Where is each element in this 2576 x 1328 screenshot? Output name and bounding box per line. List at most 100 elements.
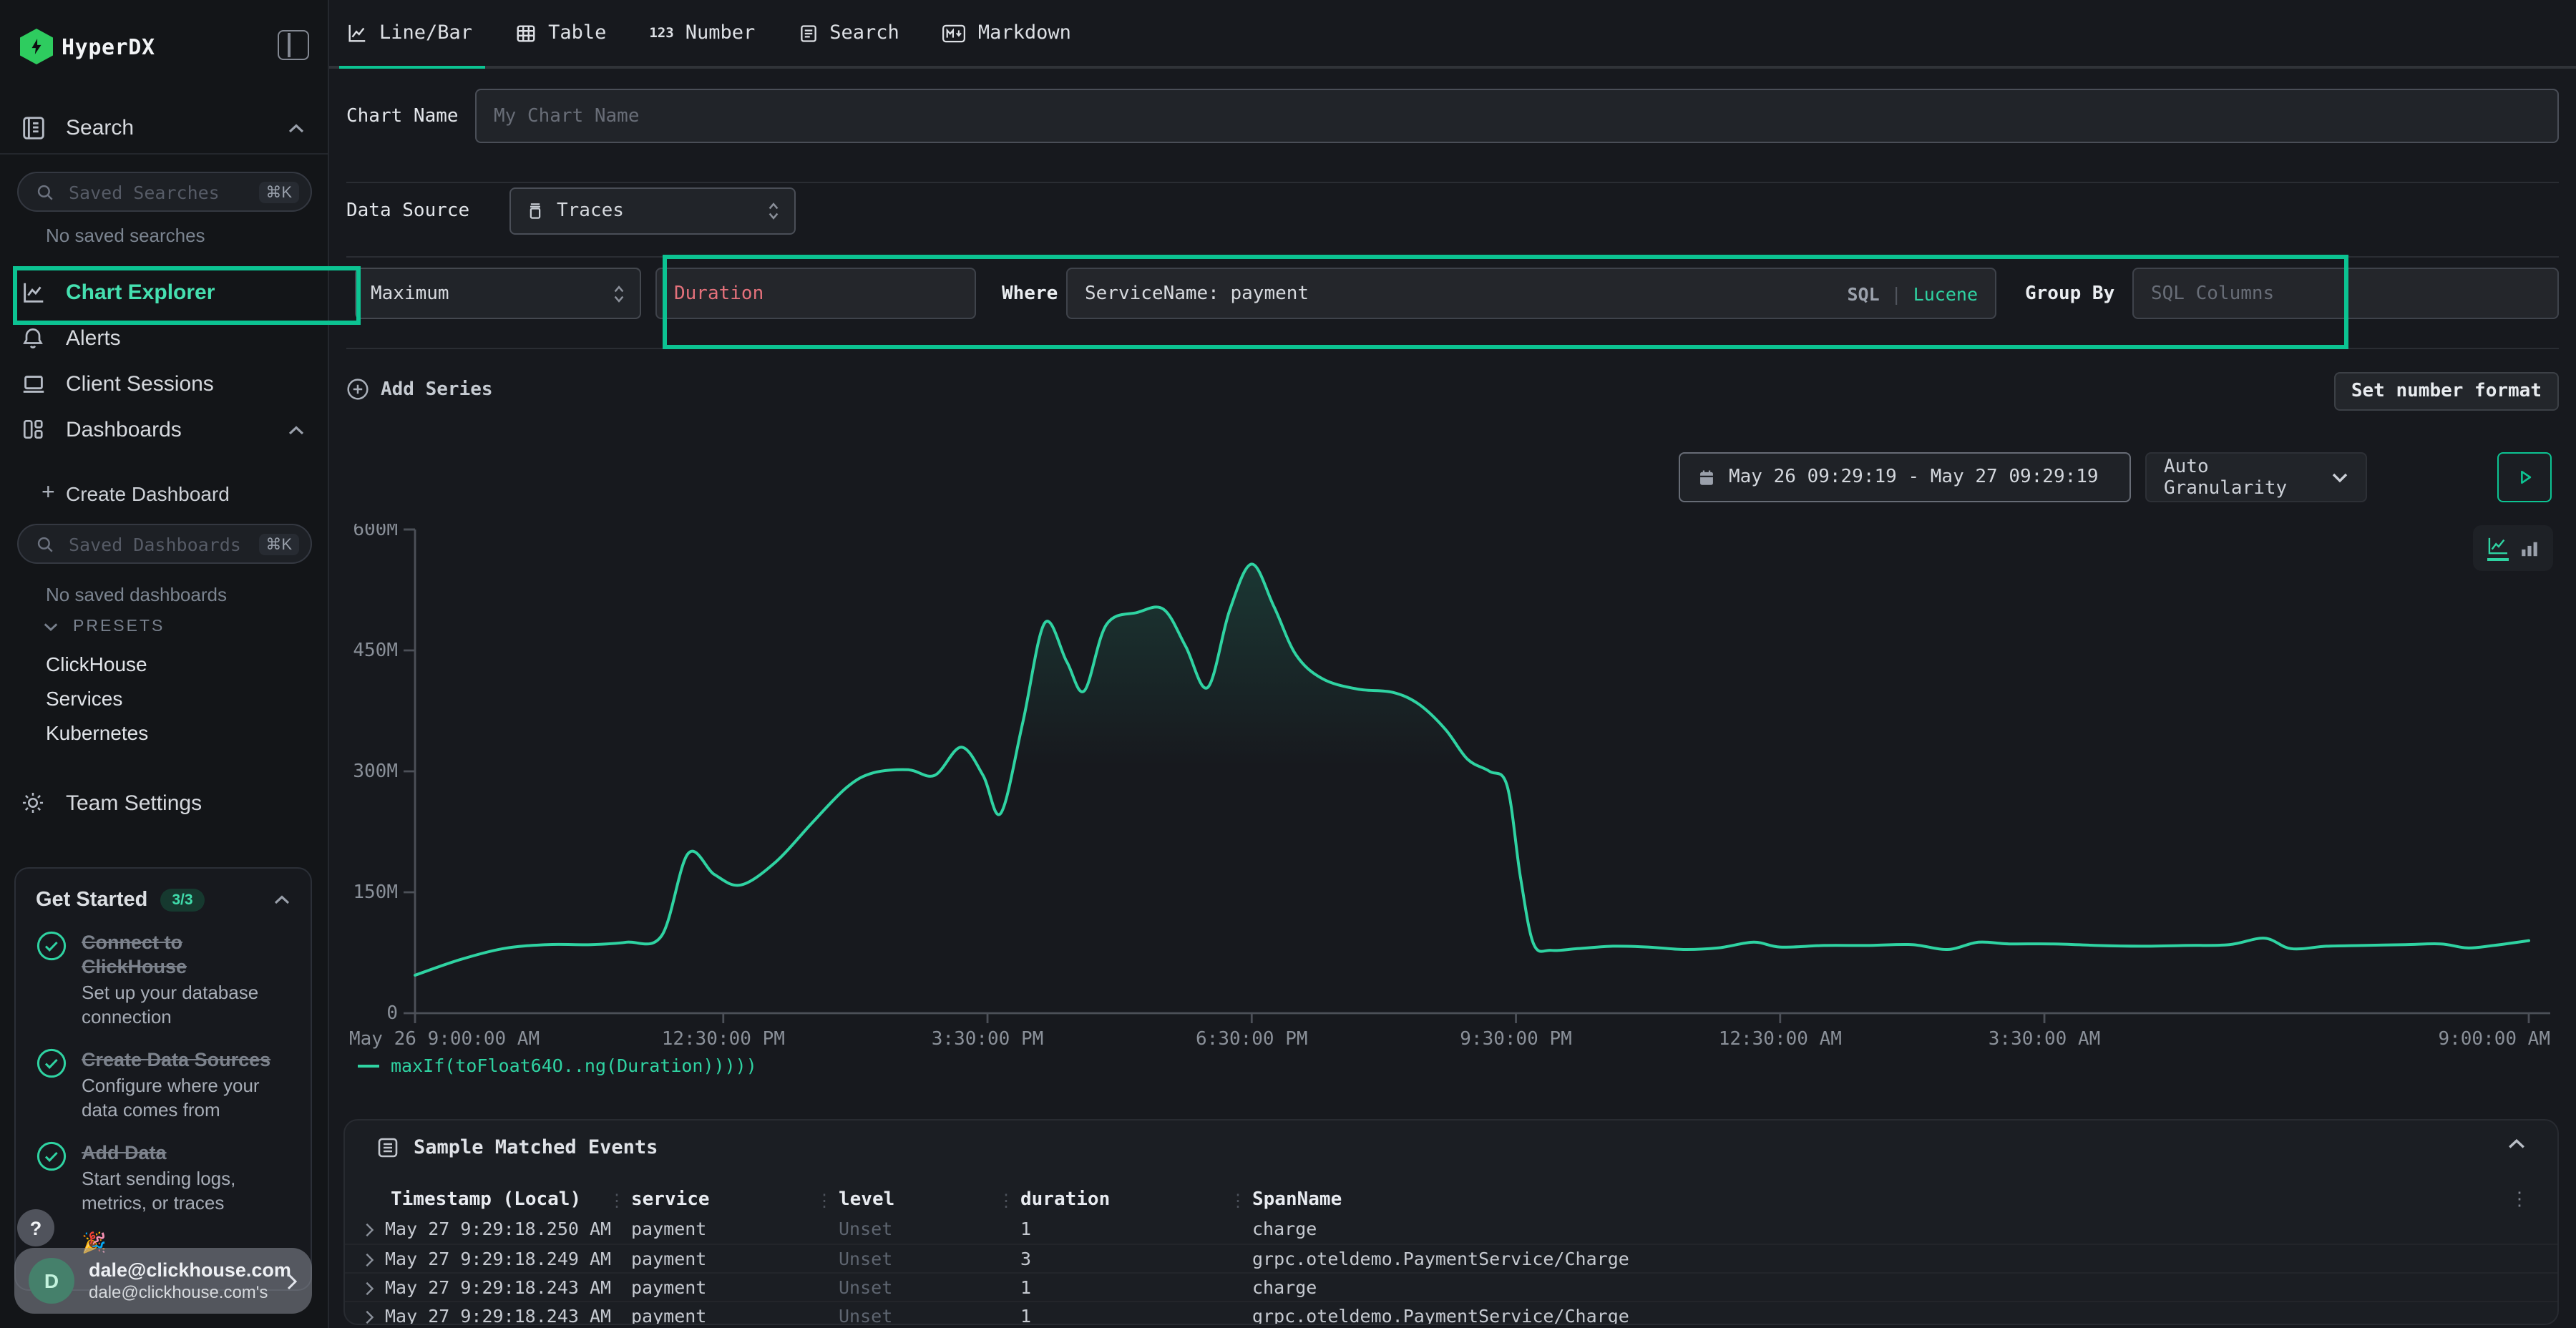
column-drag-handle-icon[interactable]: ⋮ (997, 1191, 1015, 1211)
sidebar-item-kubernetes[interactable]: Kubernetes (46, 721, 148, 744)
table-row[interactable]: May 27 9:29:18.249 AM payment Unset 3 gr… (345, 1244, 2557, 1272)
laptop-icon (20, 371, 47, 398)
check-circle-icon (36, 1141, 67, 1215)
group-by-input[interactable] (2132, 268, 2559, 319)
main-content: Line/Bar Table 123 Number Search (329, 0, 2576, 1328)
chevron-down-icon (43, 621, 59, 633)
get-started-item-subtitle: Configure where your data comes from (82, 1073, 291, 1122)
search-doc-icon (798, 22, 818, 44)
sidebar-item-clickhouse[interactable]: ClickHouse (46, 653, 147, 675)
sidebar-item-services[interactable]: Services (46, 687, 122, 710)
column-drag-handle-icon[interactable]: ⋮ (816, 1191, 833, 1211)
row-expand-icon[interactable] (364, 1309, 375, 1325)
cell-timestamp: May 27 9:29:18.249 AM (385, 1248, 611, 1269)
logo-row: HyperDX (0, 0, 328, 92)
create-dashboard-label: Create Dashboard (66, 482, 230, 505)
chevron-up-icon[interactable] (288, 425, 305, 436)
column-drag-handle-icon[interactable]: ⋮ (1229, 1191, 1246, 1211)
aggregation-select[interactable]: Maximum (355, 268, 641, 319)
user-menu[interactable]: D dale@clickhouse.com dale@clickhouse.co… (14, 1248, 312, 1314)
tab-label: Line/Bar (379, 21, 472, 44)
get-started-item[interactable]: Connect to ClickHouse Set up your databa… (36, 930, 291, 1029)
sidebar-item-search[interactable]: Search (0, 109, 328, 152)
sidebar-divider (0, 153, 328, 155)
table-icon (515, 22, 537, 44)
chevron-up-icon[interactable] (273, 894, 291, 906)
chevron-up-icon[interactable] (288, 123, 305, 135)
svg-text:600M: 600M (353, 524, 398, 540)
sidebar-item-dashboards[interactable]: Dashboards (0, 411, 328, 454)
lucene-toggle[interactable]: Lucene (1913, 283, 1978, 304)
column-header[interactable]: duration (1020, 1189, 1110, 1211)
tab-table[interactable]: Table (515, 0, 606, 66)
set-number-format-button[interactable]: Set number format (2334, 372, 2559, 411)
row-expand-icon[interactable] (364, 1222, 375, 1238)
svg-text:May 26 9:00:00 AM: May 26 9:00:00 AM (349, 1028, 540, 1050)
gear-icon (20, 790, 46, 816)
data-source-value: Traces (557, 200, 624, 222)
avatar: D (29, 1258, 74, 1304)
search-icon (36, 182, 54, 201)
add-series-button[interactable]: Add Series (346, 378, 493, 401)
tab-label: Table (548, 21, 606, 44)
saved-dashboards-input[interactable]: ⌘K (17, 524, 312, 564)
chevron-up-icon[interactable] (2507, 1138, 2526, 1151)
tab-line-bar[interactable]: Line/Bar (346, 0, 472, 66)
get-started-item-title: Create Data Sources (82, 1048, 291, 1072)
select-updown-icon (767, 200, 780, 222)
saved-dashboards-field[interactable] (66, 532, 247, 556)
saved-searches-field[interactable] (66, 180, 247, 204)
timeseries-chart[interactable]: 0150M300M450M600MMay 26 9:00:00 AM12:30:… (329, 524, 2559, 1050)
calendar-icon (1697, 467, 1716, 487)
cell-timestamp: May 27 9:29:18.243 AM (385, 1305, 611, 1325)
sidebar-item-create-dashboard[interactable]: + Create Dashboard (0, 475, 328, 518)
row-expand-icon[interactable] (364, 1252, 375, 1268)
get-started-item[interactable]: Create Data Sources Configure where your… (36, 1048, 291, 1122)
svg-text:9:00:00 AM: 9:00:00 AM (2438, 1028, 2550, 1050)
presets-section[interactable]: PRESETS (43, 618, 165, 635)
sidebar-item-chart-explorer[interactable]: Chart Explorer (0, 273, 328, 316)
svg-text:3:30:00 PM: 3:30:00 PM (932, 1028, 1044, 1050)
svg-text:12:30:00 AM: 12:30:00 AM (1719, 1028, 1842, 1050)
granularity-value: Auto Granularity (2164, 456, 2331, 499)
chart-explorer-icon (20, 279, 47, 306)
tab-markdown[interactable]: Markdown (942, 0, 1071, 66)
sidebar-item-client-sessions[interactable]: Client Sessions (0, 365, 328, 408)
tab-search[interactable]: Search (798, 0, 899, 66)
saved-searches-input[interactable]: ⌘K (17, 172, 312, 212)
divider (346, 256, 2559, 258)
run-query-button[interactable] (2497, 452, 2552, 502)
sidebar-item-label: Client Sessions (66, 372, 214, 396)
cell-service: payment (631, 1218, 706, 1239)
sql-toggle[interactable]: SQL (1847, 283, 1879, 304)
row-expand-icon[interactable] (364, 1281, 375, 1297)
tab-label: Search (829, 21, 899, 44)
data-source-select[interactable]: Traces (509, 187, 796, 235)
table-row[interactable]: May 27 9:29:18.243 AM payment Unset 1 gr… (345, 1301, 2557, 1325)
column-drag-handle-icon[interactable]: ⋮ (608, 1191, 625, 1211)
field-input[interactable]: Duration (655, 268, 976, 319)
sidebar-item-label: Alerts (66, 326, 121, 351)
check-circle-icon (36, 930, 67, 1029)
divider (346, 348, 2559, 349)
get-started-item[interactable]: Add Data Start sending logs, metrics, or… (36, 1141, 291, 1215)
sidebar-item-alerts[interactable]: Alerts (0, 319, 328, 362)
sidebar-collapse-icon[interactable] (278, 30, 309, 60)
column-header[interactable]: SpanName (1252, 1189, 1342, 1211)
table-row[interactable]: May 27 9:29:18.250 AM payment Unset 1 ch… (345, 1215, 2557, 1244)
where-input[interactable]: ServiceName: payment SQL | Lucene (1066, 268, 1996, 319)
chart-name-input[interactable] (475, 89, 2559, 143)
get-started-title: Get Started (36, 889, 147, 912)
kebab-menu-icon[interactable]: ⋮ (2510, 1189, 2529, 1211)
help-button[interactable]: ? (17, 1209, 54, 1246)
column-header[interactable]: service (631, 1189, 710, 1211)
no-saved-dashboards-text: No saved dashboards (46, 584, 227, 605)
svg-text:3:30:00 AM: 3:30:00 AM (1989, 1028, 2101, 1050)
sidebar-item-team-settings[interactable]: Team Settings (0, 784, 328, 827)
date-range-input[interactable]: May 26 09:29:19 - May 27 09:29:19 (1679, 452, 2131, 502)
tab-number[interactable]: 123 Number (649, 0, 755, 66)
column-header[interactable]: Timestamp (Local) (391, 1189, 581, 1211)
table-row[interactable]: May 27 9:29:18.243 AM payment Unset 1 ch… (345, 1272, 2557, 1301)
granularity-select[interactable]: Auto Granularity (2145, 452, 2367, 502)
column-header[interactable]: level (839, 1189, 894, 1211)
